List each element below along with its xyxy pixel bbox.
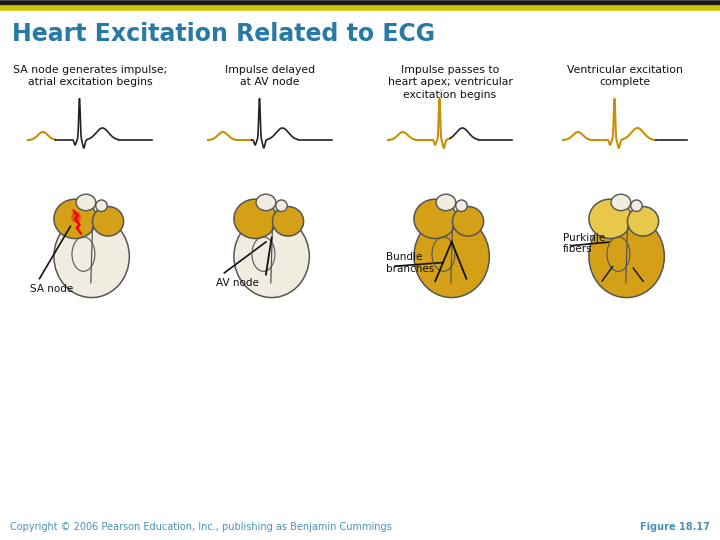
Ellipse shape: [234, 215, 310, 298]
Ellipse shape: [256, 194, 276, 211]
Text: Purkinje
fibers: Purkinje fibers: [563, 233, 606, 254]
Ellipse shape: [54, 215, 130, 298]
Text: Copyright © 2006 Pearson Education, Inc., publishing as Benjamin Cummings: Copyright © 2006 Pearson Education, Inc.…: [10, 522, 392, 532]
Ellipse shape: [96, 200, 107, 212]
Text: SA node: SA node: [30, 285, 73, 294]
Ellipse shape: [414, 199, 456, 239]
Text: Bundle
branches: Bundle branches: [386, 252, 434, 274]
Ellipse shape: [627, 206, 659, 236]
Ellipse shape: [414, 215, 490, 298]
Ellipse shape: [436, 194, 456, 211]
Ellipse shape: [589, 215, 665, 298]
Ellipse shape: [76, 194, 96, 211]
Text: Heart Excitation Related to ECG: Heart Excitation Related to ECG: [12, 22, 435, 46]
Text: SA node generates impulse;
atrial excitation begins: SA node generates impulse; atrial excita…: [13, 65, 167, 87]
Ellipse shape: [631, 200, 642, 212]
Text: Impulse passes to
heart apex; ventricular
excitation begins: Impulse passes to heart apex; ventricula…: [387, 65, 513, 100]
Ellipse shape: [611, 194, 631, 211]
Ellipse shape: [234, 199, 276, 239]
Ellipse shape: [92, 206, 124, 236]
Text: AV node: AV node: [216, 278, 259, 288]
Text: Ventricular excitation
complete: Ventricular excitation complete: [567, 65, 683, 87]
Text: Impulse delayed
at AV node: Impulse delayed at AV node: [225, 65, 315, 87]
Ellipse shape: [54, 199, 96, 239]
Ellipse shape: [71, 212, 81, 223]
Ellipse shape: [452, 206, 484, 236]
Ellipse shape: [276, 200, 287, 212]
Text: Figure 18.17: Figure 18.17: [640, 522, 710, 532]
Ellipse shape: [589, 199, 631, 239]
Ellipse shape: [456, 200, 467, 212]
Ellipse shape: [272, 206, 304, 236]
